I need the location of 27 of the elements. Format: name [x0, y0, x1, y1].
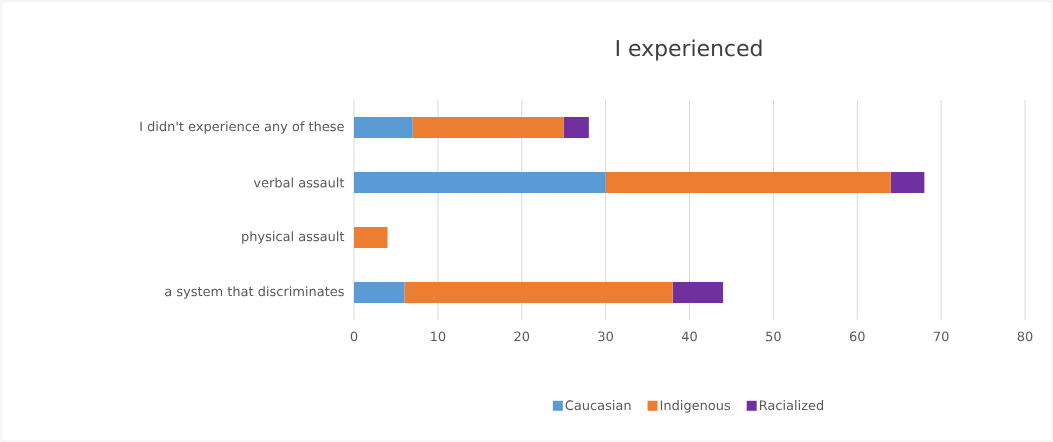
- chart-title: I experienced: [616, 39, 762, 61]
- bar: [563, 116, 589, 138]
- x-tick-label: 60: [849, 331, 865, 342]
- y-tick-label: verbal assault: [253, 177, 345, 188]
- bar: [412, 116, 564, 138]
- bar: [404, 281, 673, 303]
- x-tick-label: 30: [598, 331, 613, 342]
- bar: [605, 171, 891, 193]
- y-tick-label: I didn't experience any of these: [140, 121, 344, 134]
- bar: [354, 116, 413, 138]
- bar: [354, 281, 405, 303]
- legend-label: Racialized: [759, 400, 823, 411]
- legend-label: Indigenous: [660, 400, 731, 413]
- bar: [672, 281, 724, 303]
- x-tick-label: 20: [514, 331, 530, 342]
- x-tick-label: 40: [681, 331, 697, 342]
- x-tick-label: 50: [766, 331, 781, 342]
- bar: [354, 226, 388, 248]
- bar: [354, 171, 606, 193]
- y-tick-label: physical assault: [242, 231, 345, 244]
- legend-label: Caucasian: [565, 400, 631, 411]
- y-tick-label: a system that discriminates: [165, 286, 344, 299]
- x-tick-label: 10: [431, 331, 446, 342]
- x-tick-label: 70: [933, 331, 949, 342]
- x-tick-label: 80: [1017, 331, 1033, 342]
- bar: [890, 171, 925, 193]
- x-tick-label: 0: [350, 331, 358, 342]
